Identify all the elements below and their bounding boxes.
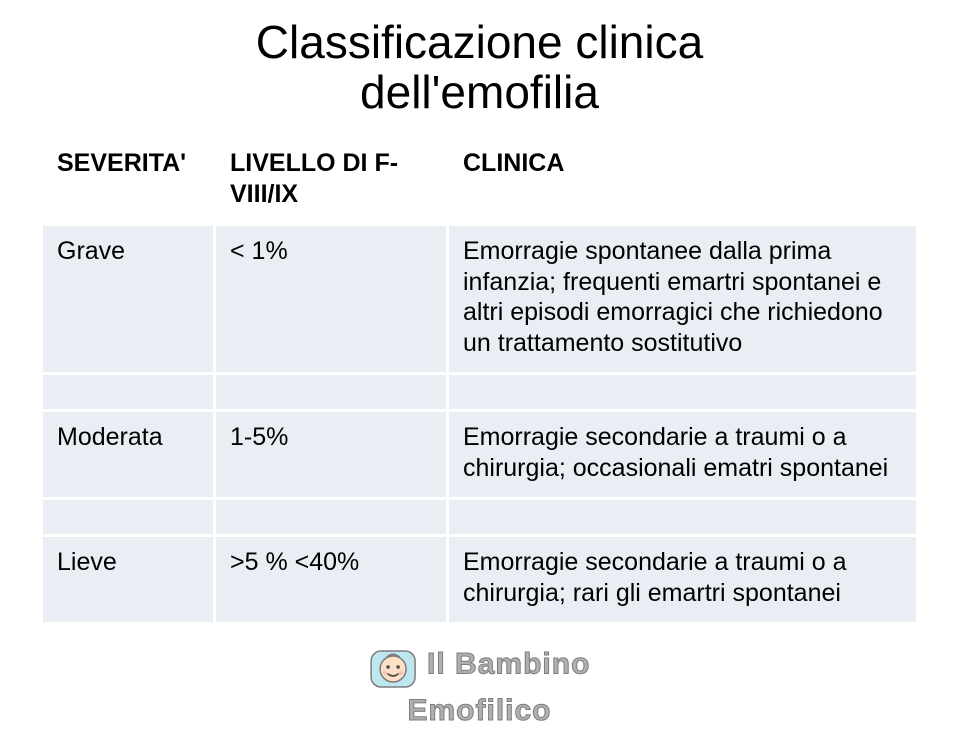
header-level: LIVELLO DI F-VIII/IX: [216, 138, 446, 223]
logo: Il Bambino Emofilico: [369, 643, 591, 726]
header-severity: SEVERITA': [43, 138, 213, 223]
table-spacer: [43, 500, 916, 534]
cell-severity: Lieve: [43, 537, 213, 622]
cell-clinic: Emorragie spontanee dalla prima infanzia…: [449, 226, 916, 372]
cell-severity: Grave: [43, 226, 213, 372]
table-row: Moderata 1-5% Emorragie secondarie a tra…: [43, 412, 916, 497]
logo-text-line2: Emofilico: [369, 696, 591, 726]
logo-text-line1: Il Bambino: [427, 648, 590, 681]
baby-icon: [369, 643, 417, 696]
table-row: Grave < 1% Emorragie spontanee dalla pri…: [43, 226, 916, 372]
cell-severity: Moderata: [43, 412, 213, 497]
cell-clinic: Emorragie secondarie a traumi o a chirur…: [449, 412, 916, 497]
slide-title: Classificazione clinica dell'emofilia: [40, 18, 919, 117]
table-row: Lieve >5 % <40% Emorragie secondarie a t…: [43, 537, 916, 622]
cell-level: 1-5%: [216, 412, 446, 497]
cell-level: >5 % <40%: [216, 537, 446, 622]
classification-table: SEVERITA' LIVELLO DI F-VIII/IX CLINICA G…: [40, 135, 919, 625]
table-spacer: [43, 375, 916, 409]
title-line-1: Classificazione clinica: [256, 16, 703, 68]
cell-level: < 1%: [216, 226, 446, 372]
table-header-row: SEVERITA' LIVELLO DI F-VIII/IX CLINICA: [43, 138, 916, 223]
slide: Classificazione clinica dell'emofilia SE…: [0, 0, 959, 740]
title-line-2: dell'emofilia: [360, 66, 599, 118]
cell-clinic: Emorragie secondarie a traumi o a chirur…: [449, 537, 916, 622]
header-clinic: CLINICA: [449, 138, 916, 223]
